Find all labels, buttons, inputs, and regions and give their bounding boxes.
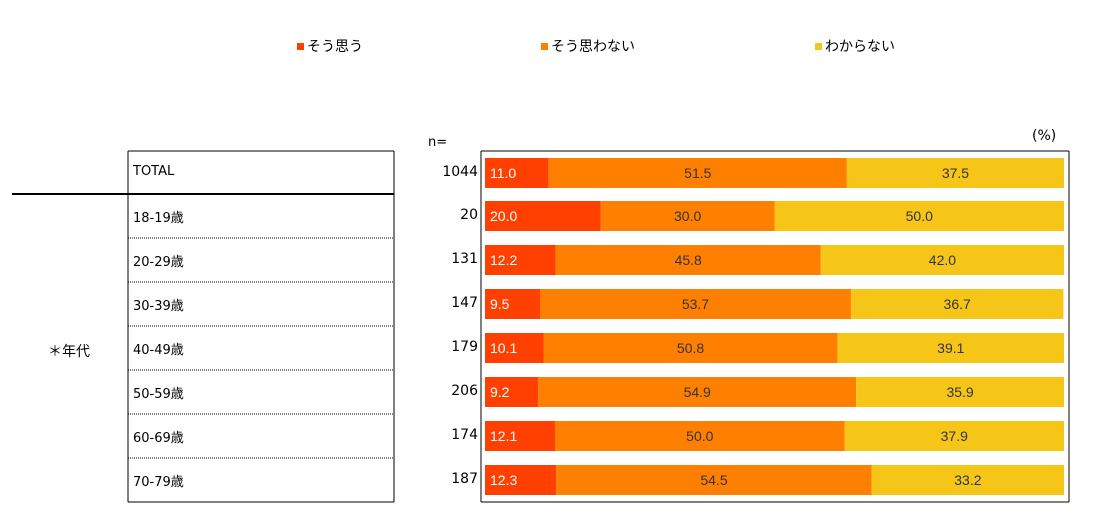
legend-swatch [541,42,548,50]
bar-segment [485,289,541,319]
bar-value-label: 9.5 [490,296,510,312]
group-label: ＊年代 [48,344,90,360]
bar-segment [844,421,1064,451]
bar-value-label: 54.5 [700,472,727,488]
percent-unit-label: (%) [1032,128,1057,144]
legend-swatch [297,42,304,50]
bar-segment [850,289,1064,319]
row-label: 18-19歳 [133,211,184,226]
row-n-value: 20 [460,207,478,223]
legend-swatch [815,42,822,50]
bar-segment [600,201,775,231]
legend-item: そう思わない [541,36,635,56]
bar-value-label: 12.1 [490,428,517,444]
row-label: 50-59歳 [133,387,184,402]
bar-segment [837,333,1064,363]
row-label: 40-49歳 [133,343,184,358]
bar-value-label: 53.7 [682,296,709,312]
bar-segment [485,333,544,363]
row-n-value: 174 [451,427,478,443]
row-label: 30-39歳 [133,299,184,314]
row-n-value: 179 [451,339,478,355]
bar-value-label: 45.8 [675,252,702,268]
bar-segment [485,201,601,231]
bar-segment [555,245,821,275]
bar-segment [856,377,1064,407]
bar-value-label: 42.0 [929,252,956,268]
row-n-value: 147 [451,295,478,311]
bar-value-label: 33.2 [954,472,981,488]
legend-item: そう思う [297,36,363,56]
row-n-value: 187 [451,471,478,487]
bar-value-label: 12.2 [490,252,517,268]
legend-item: わからない [815,36,895,56]
bar-value-label: 50.0 [686,428,713,444]
bar-segment [548,158,847,188]
bar-value-label: 51.5 [684,165,711,181]
bar-value-label: 20.0 [490,208,517,224]
bar-value-label: 9.2 [490,384,510,400]
bar-segment [485,245,556,275]
legend-label: そう思わない [551,39,635,55]
row-label: 60-69歳 [133,431,184,446]
bar-segment [820,245,1064,275]
bar-segment [846,158,1064,188]
bar-segment [485,158,549,188]
legend-label: そう思う [307,39,363,55]
bar-value-label: 50.8 [677,340,704,356]
bar-value-label: 39.1 [937,340,964,356]
bar-value-label: 11.0 [490,165,516,181]
bar-segment [774,201,1064,231]
row-n-value: 206 [451,383,478,399]
bar-value-label: 54.9 [684,384,711,400]
bar-segment [556,465,872,495]
bar-value-label: 30.0 [674,208,701,224]
bar-segment [538,377,857,407]
bar-value-label: 10.1 [490,340,517,356]
row-label: TOTAL [133,164,175,179]
bar-value-label: 35.9 [946,384,973,400]
bar-segment [555,421,845,451]
bar-segment [485,421,556,451]
n-header: n= [428,135,448,150]
bar-value-label: 36.7 [944,296,971,312]
bar-value-label: 50.0 [906,208,933,224]
bar-value-label: 12.3 [490,472,517,488]
row-n-value: 131 [451,251,478,267]
row-label: 70-79歳 [133,475,184,490]
bar-segment [540,289,851,319]
row-n-value: 1044 [442,164,478,180]
bar-value-label: 37.9 [941,428,968,444]
bar-value-label: 37.5 [942,165,969,181]
bar-segment [485,465,557,495]
legend-label: わからない [825,39,895,55]
bar-segment [485,377,539,407]
row-label: 20-29歳 [133,255,184,270]
bar-segment [543,333,838,363]
bar-segment [871,465,1064,495]
